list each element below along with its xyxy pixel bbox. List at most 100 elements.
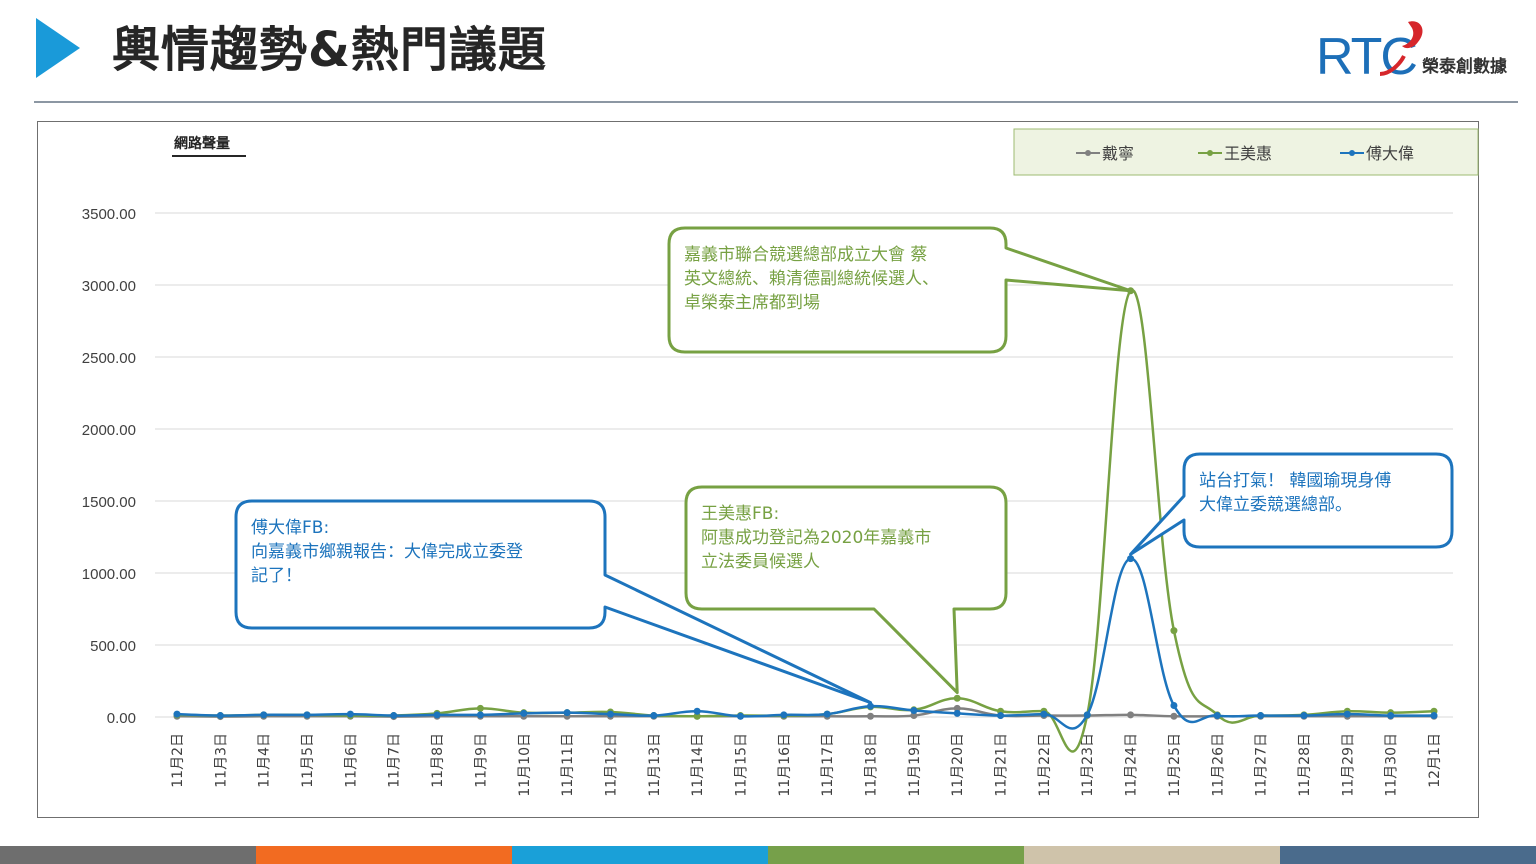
callout-bubble — [234, 499, 873, 705]
callout-text-line: 傅大偉FB: — [251, 518, 329, 538]
y-tick-label: 1500.00 — [82, 494, 136, 511]
callout-text-line: 卓榮泰主席都到場 — [684, 293, 820, 313]
data-point — [953, 694, 961, 702]
x-tick-label: 11月15日 — [733, 733, 749, 797]
callout-text-line: 阿惠成功登記為2020年嘉義市 — [701, 528, 931, 548]
data-point — [953, 709, 961, 717]
legend-swatch-marker — [1207, 150, 1213, 156]
callout-text-line: 站台打氣！ 韓國瑜現身傅 — [1199, 471, 1391, 491]
x-tick-label: 11月6日 — [343, 733, 359, 788]
x-tick-label: 11月5日 — [300, 733, 316, 788]
data-point — [736, 712, 744, 720]
data-point — [1127, 555, 1135, 563]
legend-entry-label: 傅大偉 — [1366, 144, 1414, 163]
data-point — [1040, 710, 1048, 718]
x-tick-label: 11月2日 — [170, 733, 186, 788]
data-point — [1257, 712, 1265, 720]
chart-frame — [37, 121, 1479, 818]
data-point — [867, 702, 875, 710]
data-point — [693, 712, 701, 720]
x-tick-label: 11月3日 — [213, 733, 229, 788]
data-point — [476, 711, 484, 719]
x-tick-label: 11月21日 — [994, 733, 1010, 797]
callout-bubble — [684, 485, 1008, 695]
data-point — [997, 712, 1005, 720]
x-tick-label: 11月26日 — [1210, 733, 1226, 797]
data-point — [1127, 711, 1135, 719]
logo-company-name: 榮泰創數據 — [1422, 57, 1507, 77]
data-point — [1213, 712, 1221, 720]
title-arrow-icon — [36, 18, 80, 78]
x-tick-label: 11月18日 — [864, 733, 880, 797]
callout-text-line: 嘉義市聯合競選總部成立大會 蔡 — [684, 245, 927, 265]
callout-bubble — [667, 226, 1133, 354]
y-tick-label: 1000.00 — [82, 566, 136, 583]
stripe-segment — [0, 846, 256, 864]
x-tick-label: 11月27日 — [1254, 733, 1270, 797]
legend-swatch-marker — [1085, 150, 1091, 156]
x-tick-label: 11月25日 — [1167, 733, 1183, 797]
y-tick-label: 2000.00 — [82, 422, 136, 439]
data-point — [476, 704, 484, 712]
header-divider — [34, 101, 1518, 103]
callout-text-line: 記了！ — [251, 566, 302, 586]
y-tick-label: 500.00 — [90, 638, 136, 655]
page-title: 輿情趨勢&熱門議題 — [112, 22, 547, 78]
data-point — [303, 711, 311, 719]
data-point — [953, 704, 961, 712]
legend-entry-label: 王美惠 — [1224, 144, 1272, 163]
data-point — [260, 711, 268, 719]
data-point — [1170, 627, 1178, 635]
x-tick-label: 11月4日 — [257, 733, 273, 788]
legend-swatch-marker — [1349, 150, 1355, 156]
data-point — [606, 710, 614, 718]
data-point — [563, 709, 571, 717]
footer-color-stripe — [0, 846, 1536, 864]
data-point — [650, 712, 658, 720]
data-point — [520, 709, 528, 717]
data-point — [216, 712, 224, 720]
x-tick-label: 11月30日 — [1384, 733, 1400, 797]
data-point — [1300, 712, 1308, 720]
x-tick-label: 11月12日 — [603, 733, 619, 797]
y-tick-label: 3500.00 — [82, 206, 136, 223]
stripe-segment — [512, 846, 768, 864]
data-point — [1343, 710, 1351, 718]
x-tick-label: 11月14日 — [690, 733, 706, 797]
callout-bubble — [1129, 452, 1454, 556]
rtc-logo: RTC — [1316, 21, 1423, 82]
data-point — [910, 707, 918, 715]
data-point — [1083, 711, 1091, 719]
x-tick-label: 11月7日 — [387, 733, 403, 788]
x-tick-label: 11月11日 — [560, 733, 576, 797]
x-tick-label: 11月10日 — [517, 733, 533, 797]
data-point — [693, 707, 701, 715]
stripe-segment — [1280, 846, 1536, 864]
callout-text-line: 立法委員候選人 — [701, 552, 820, 572]
callout-text-line: 大偉立委競選總部。 — [1199, 495, 1352, 515]
data-point — [1387, 712, 1395, 720]
x-tick-label: 11月28日 — [1297, 733, 1313, 797]
data-point — [1170, 701, 1178, 709]
x-tick-label: 11月20日 — [950, 733, 966, 797]
callout-text-line: 王美惠FB: — [701, 504, 779, 524]
data-point — [780, 711, 788, 719]
callout-text-line: 向嘉義市鄉親報告：大偉完成立委登 — [251, 542, 523, 562]
y-tick-label: 2500.00 — [82, 350, 136, 367]
y-tick-label: 0.00 — [107, 710, 136, 727]
data-point — [1170, 712, 1178, 720]
data-point — [433, 711, 441, 719]
x-tick-label: 11月29日 — [1340, 733, 1356, 797]
x-tick-label: 11月16日 — [777, 733, 793, 797]
callout-text-line: 英文總統、賴清德副總統候選人、 — [684, 269, 939, 289]
stripe-segment — [256, 846, 512, 864]
legend-entry-label: 戴寧 — [1102, 144, 1134, 163]
data-point — [173, 710, 181, 718]
x-tick-label: 11月23日 — [1080, 733, 1096, 797]
data-point — [390, 712, 398, 720]
x-tick-label: 11月24日 — [1124, 733, 1140, 797]
stripe-segment — [1024, 846, 1280, 864]
data-point — [867, 712, 875, 720]
x-tick-label: 11月22日 — [1037, 733, 1053, 797]
